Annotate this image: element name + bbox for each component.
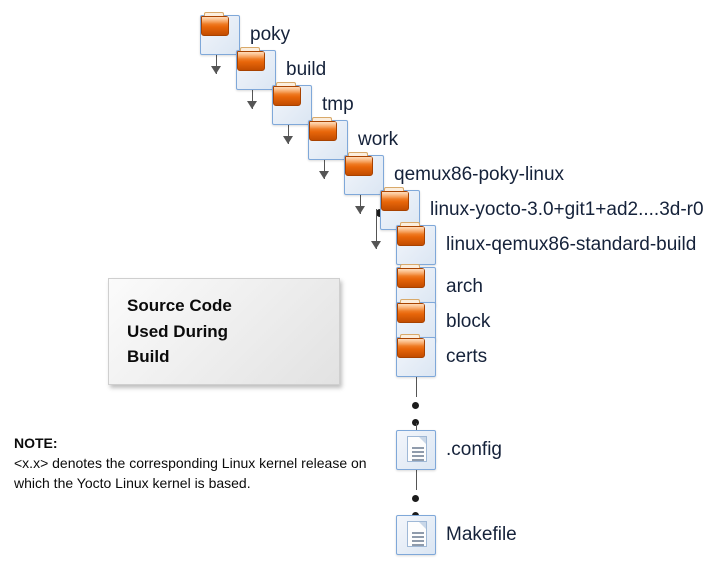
- tree-node-label: certs: [446, 346, 487, 368]
- note-title: NOTE:: [14, 435, 374, 451]
- diagram-stage: poky build tmp work qemux86-poky-linux: [0, 0, 705, 581]
- folder-icon[interactable]: [272, 85, 312, 125]
- file-icon[interactable]: [396, 515, 436, 555]
- tree-node-label: .config: [446, 439, 502, 461]
- folder-icon[interactable]: [308, 120, 348, 160]
- tree-node-label: qemux86-poky-linux: [394, 164, 564, 186]
- connector-line: [416, 423, 417, 430]
- tree-node-certs[interactable]: certs: [396, 337, 487, 377]
- tree-node-label: tmp: [322, 94, 354, 116]
- tree-node-linux-yocto[interactable]: linux-yocto-3.0+git1+ad2....3d-r0: [380, 190, 704, 230]
- tree-node-qemux86[interactable]: qemux86-poky-linux: [344, 155, 564, 195]
- tree-node-label: linux-yocto-3.0+git1+ad2....3d-r0: [430, 199, 704, 221]
- folder-icon[interactable]: [344, 155, 384, 195]
- tree-node-label: work: [358, 129, 398, 151]
- tree-node-label: poky: [250, 24, 290, 46]
- folder-icon[interactable]: [200, 15, 240, 55]
- arrow-head-icon: [283, 136, 293, 144]
- tree-node-label: linux-qemux86-standard-build: [446, 234, 696, 256]
- connector-line: [416, 377, 417, 397]
- tree-node-config[interactable]: .config: [396, 430, 502, 470]
- tree-node-makefile[interactable]: Makefile: [396, 515, 517, 555]
- source-code-info-box: Source Code Used During Build: [108, 278, 340, 385]
- tree-node-linux-qemu[interactable]: linux-qemux86-standard-build: [396, 225, 696, 265]
- tree-node-label: build: [286, 59, 326, 81]
- note-body: <x.x> denotes the corresponding Linux ke…: [14, 454, 374, 493]
- folder-icon[interactable]: [396, 225, 436, 265]
- connector-line: [416, 470, 417, 490]
- folder-icon[interactable]: [396, 337, 436, 377]
- tree-node-label: block: [446, 311, 490, 333]
- file-icon[interactable]: [396, 430, 436, 470]
- arrow-head-icon: [319, 171, 329, 179]
- arrow-head-icon: [211, 66, 221, 74]
- note-box: NOTE: <x.x> denotes the corresponding Li…: [14, 435, 374, 493]
- arrow-head-icon: [355, 206, 365, 214]
- tree-node-label: arch: [446, 276, 483, 298]
- tree-node-label: Makefile: [446, 524, 517, 546]
- arrow-head-icon: [371, 241, 381, 249]
- arrow-head-icon: [247, 101, 257, 109]
- folder-icon[interactable]: [236, 50, 276, 90]
